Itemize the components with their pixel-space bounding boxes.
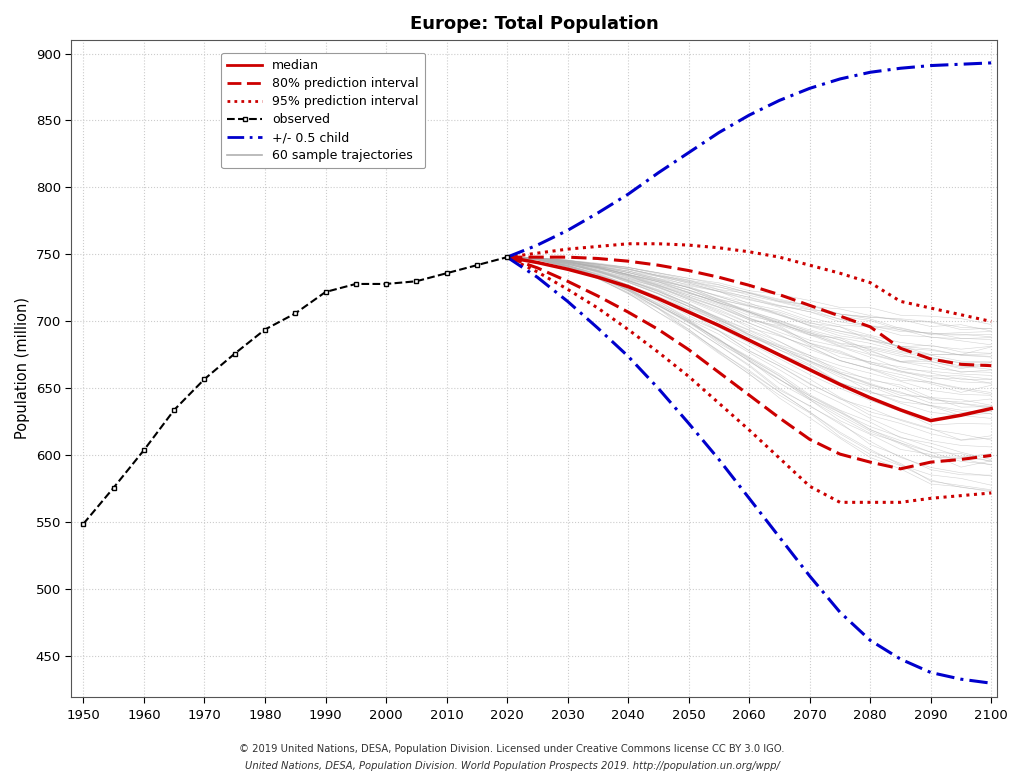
Title: Europe: Total Population: Europe: Total Population bbox=[410, 15, 658, 33]
Y-axis label: Population (million): Population (million) bbox=[15, 297, 30, 439]
Legend: median, 80% prediction interval, 95% prediction interval, observed, +/- 0.5 chil: median, 80% prediction interval, 95% pre… bbox=[221, 53, 425, 168]
Text: United Nations, DESA, Population Division. World Population Prospects 2019. http: United Nations, DESA, Population Divisio… bbox=[245, 760, 779, 771]
Text: © 2019 United Nations, DESA, Population Division. Licensed under Creative Common: © 2019 United Nations, DESA, Population … bbox=[240, 744, 784, 754]
